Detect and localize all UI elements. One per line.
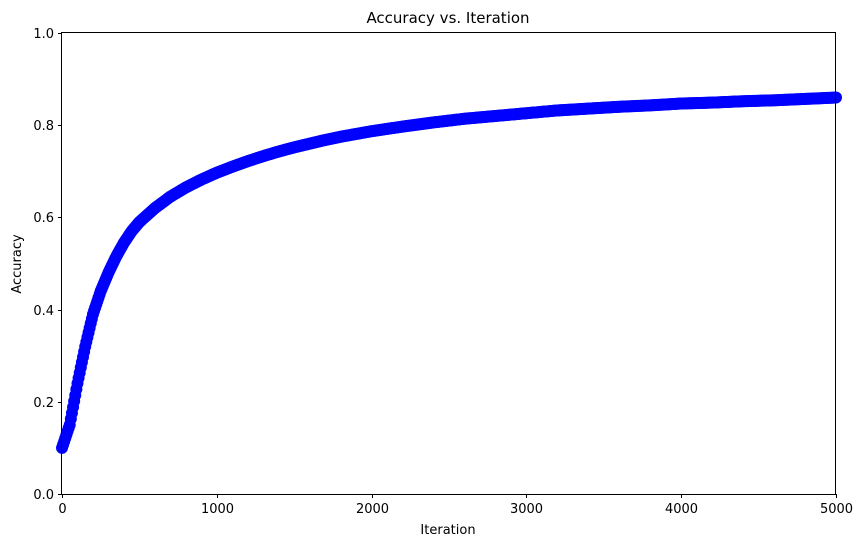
y-tick-label: 0.6 bbox=[33, 211, 54, 226]
y-tick-label: 1.0 bbox=[33, 27, 54, 42]
y-tick-label: 0.0 bbox=[33, 488, 54, 503]
y-tick-label: 0.8 bbox=[33, 119, 54, 134]
y-axis-label: Accuracy bbox=[10, 234, 25, 294]
chart-title: Accuracy vs. Iteration bbox=[366, 9, 529, 27]
x-tick-label: 1000 bbox=[201, 502, 234, 517]
plot-area-frame bbox=[61, 32, 836, 495]
x-axis: 0 1000 2000 3000 4000 5000 bbox=[58, 494, 853, 517]
x-tick-label: 2000 bbox=[356, 502, 389, 517]
x-tick-label: 0 bbox=[58, 502, 66, 517]
x-tick-label: 3000 bbox=[510, 502, 543, 517]
data-points bbox=[56, 91, 842, 454]
x-tick-label: 4000 bbox=[665, 502, 698, 517]
y-tick-label: 0.4 bbox=[33, 304, 54, 319]
x-axis-label: Iteration bbox=[420, 523, 475, 538]
x-tick-label: 5000 bbox=[820, 502, 853, 517]
y-axis: 0.0 0.2 0.4 0.6 0.8 1.0 bbox=[33, 27, 62, 503]
y-tick-label: 0.2 bbox=[33, 396, 54, 411]
